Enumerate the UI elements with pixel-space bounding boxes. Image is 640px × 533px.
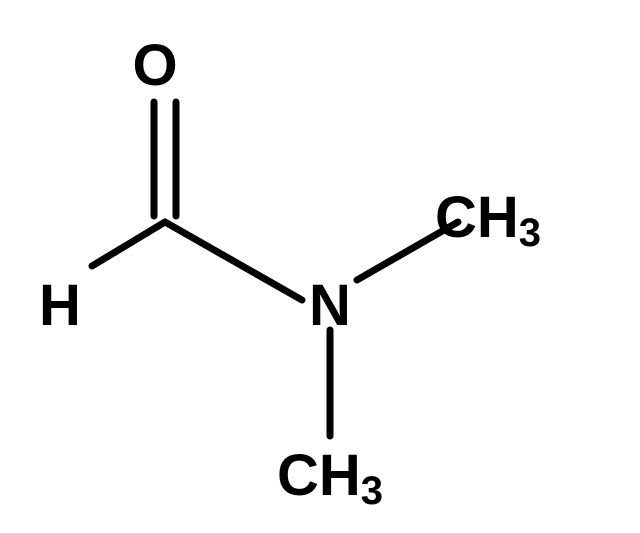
atoms-group: O H N CH3 CH3	[39, 33, 541, 512]
bond-single	[165, 222, 302, 300]
atom-O: O	[132, 33, 177, 98]
atom-CH3_bottom-subscript: 3	[361, 468, 383, 512]
molecule-diagram: O H N CH3 CH3	[0, 0, 640, 533]
atom-N: N	[309, 273, 351, 338]
atom-H: H	[39, 273, 81, 338]
atom-CH3_right-subscript: 3	[519, 210, 541, 254]
atom-CH3_right: CH3	[435, 185, 541, 254]
bonds-group	[92, 102, 458, 436]
atom-CH3_bottom: CH3	[277, 443, 383, 512]
bond-single	[92, 222, 165, 266]
